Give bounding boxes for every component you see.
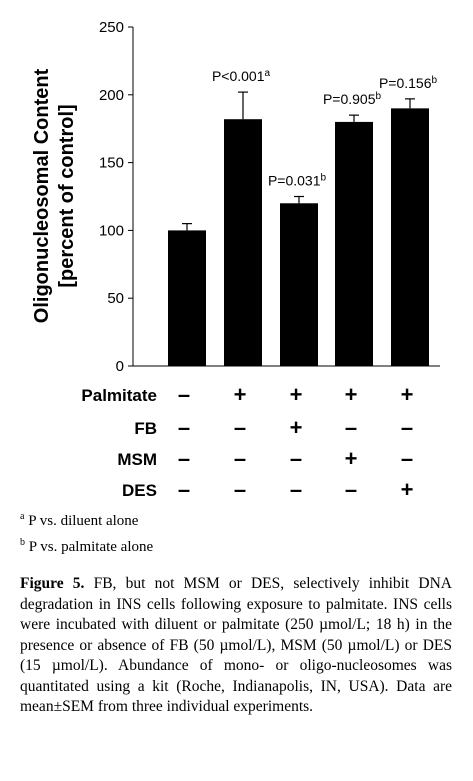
sign-des-2: – [290,477,302,502]
p-value-label-2: P=0.031b [268,173,327,189]
p-value-superscript-2: b [321,173,327,184]
treatment-table: Palmitate – + + + + FB – – + – – MSM – – – + – DES – – – – + [81,382,413,502]
figure-caption: Figure 5. FB, but not MSM or DES, select… [20,574,452,718]
y-axis-label-line1: Oligonucleosomal Content [31,68,53,323]
y-axis-label-line2: [percent of control] [56,104,78,287]
sign-fb-0: – [178,415,190,440]
sign-des-3: – [345,477,357,502]
sign-palmitate-3: + [345,382,358,407]
p-value-superscript-1: a [265,68,271,79]
footnotes: a P vs. diluent alone b P vs. palmitate … [20,506,320,558]
bar-4 [391,108,429,367]
bar-1 [224,119,262,366]
row-label-des: DES [122,481,157,500]
sign-msm-1: – [234,446,246,471]
sign-palmitate-0: – [178,382,190,407]
sign-msm-2: – [290,446,302,471]
caption-text: FB, but not MSM or DES, selectively inhi… [20,575,452,715]
bar-2 [280,203,318,366]
footnote-b: b P vs. palmitate alone [20,532,320,558]
bar-3 [335,121,373,366]
sign-fb-4: – [401,415,413,440]
y-tick-label-50: 50 [107,290,124,307]
y-tick-label-150: 150 [99,155,124,172]
sign-des-0: – [178,477,190,502]
sign-msm-4: – [401,446,413,471]
row-label-palmitate: Palmitate [81,386,157,405]
p-value-label-1: P<0.001a [212,68,271,84]
sign-fb-1: – [234,415,246,440]
sign-fb-3: – [345,415,357,440]
caption-label: Figure 5. [20,575,85,592]
footnote-b-text: P vs. palmitate alone [28,539,154,555]
bar-chart: 0 50 100 150 200 250 Oligonucleosomal Content[… [31,19,440,375]
sign-fb-2: + [290,415,303,440]
y-tick-label-100: 100 [99,222,124,239]
y-tick-label-250: 250 [99,19,124,36]
footnote-a-text: P vs. diluent alone [28,513,139,529]
row-label-fb: FB [134,419,157,438]
p-value-label-3: P=0.905b [323,91,382,107]
footnote-a-mark: a [20,511,25,522]
row-label-msm: MSM [117,450,157,469]
sign-palmitate-2: + [290,382,303,407]
p-value-superscript-3: b [376,91,382,102]
p-value-label-4: P=0.156b [379,75,438,91]
sign-palmitate-4: + [401,382,414,407]
sign-des-1: – [234,477,246,502]
footnote-a: a P vs. diluent alone [20,506,320,532]
sign-palmitate-1: + [234,382,247,407]
sign-des-4: + [401,477,414,502]
bar-0 [168,230,206,366]
y-tick-label-0: 0 [116,358,124,375]
sign-msm-0: – [178,446,190,471]
p-value-superscript-4: b [432,75,438,86]
y-tick-label-200: 200 [99,87,124,104]
sign-msm-3: + [345,446,358,471]
footnote-b-mark: b [20,537,25,548]
